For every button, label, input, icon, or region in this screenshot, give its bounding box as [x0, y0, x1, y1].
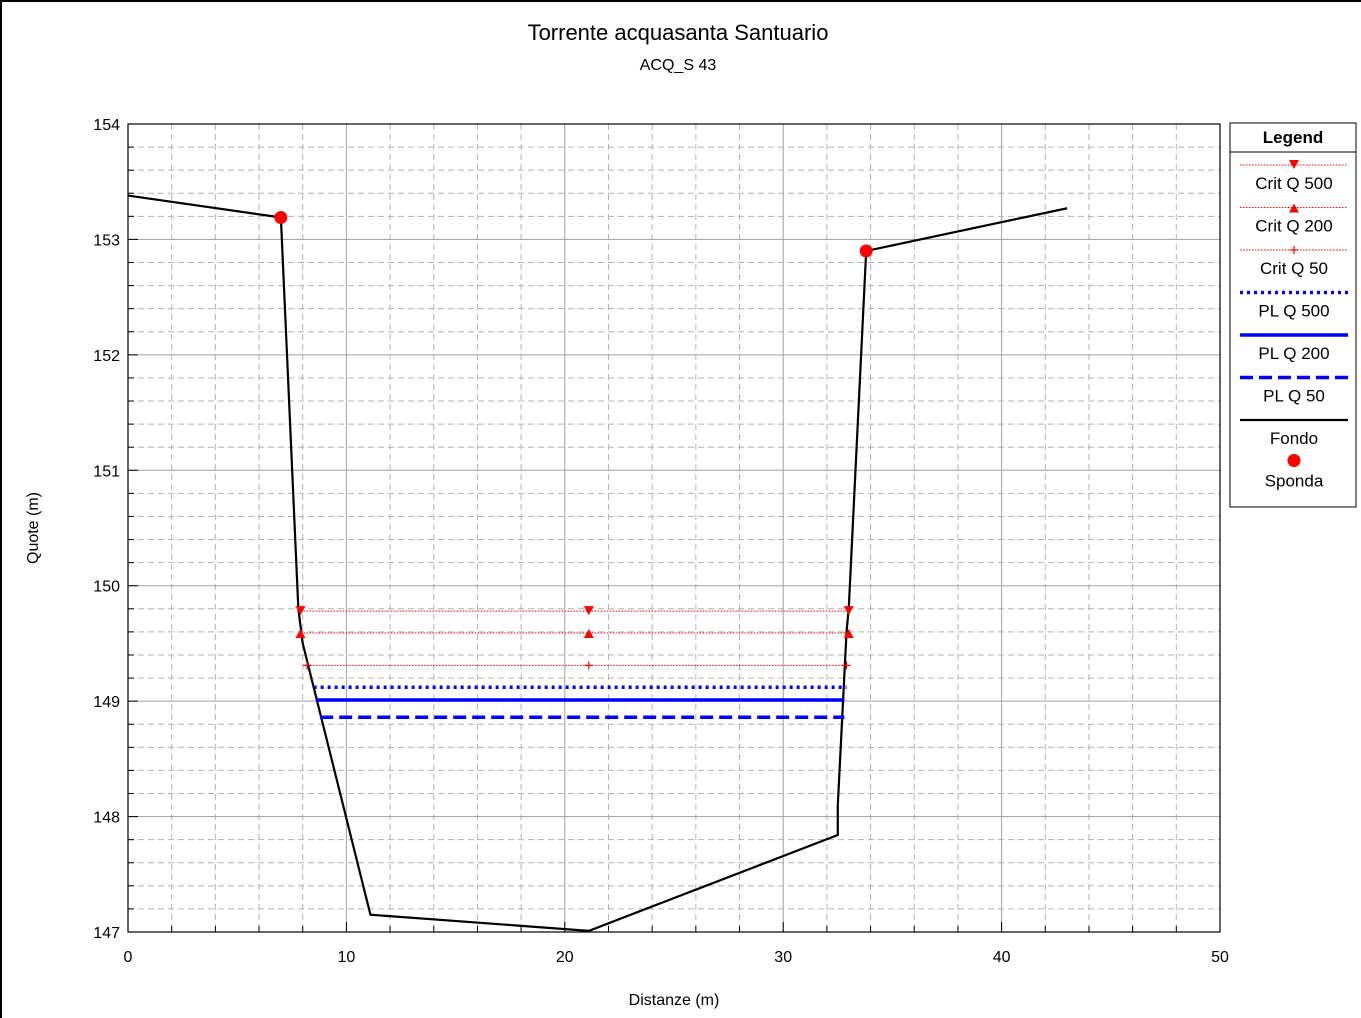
x-tick-label: 50 [1211, 949, 1229, 966]
y-tick-label: 148 [93, 810, 120, 827]
legend-label-sponda: Sponda [1265, 472, 1324, 491]
series-point-crit-q-200 [583, 629, 594, 639]
series-point-crit-q-200 [295, 629, 306, 639]
legend-marker-crit-q-500 [1289, 160, 1299, 169]
minor-gridlines [128, 124, 1220, 932]
y-tick-label: 153 [93, 232, 120, 249]
legend-label-crit-q-50: Crit Q 50 [1260, 259, 1328, 278]
axis-ticks [127, 123, 1221, 933]
legend-label-crit-q-500: Crit Q 500 [1255, 174, 1332, 193]
y-tick-label: 149 [93, 694, 120, 711]
legend-items: Crit Q 500 Crit Q 200 Crit Q 50 PL Q 500 PL … [1240, 160, 1348, 491]
legend-marker-sponda [1287, 454, 1301, 467]
y-tick-label: 147 [93, 925, 120, 942]
legend-marker-crit-q-50 [1290, 246, 1298, 254]
x-tick-label: 10 [338, 949, 356, 966]
x-tick-label: 40 [993, 949, 1011, 966]
series-point-crit-q-50 [842, 661, 851, 670]
x-tick-label: 30 [774, 949, 792, 966]
y-tick-label: 150 [93, 579, 120, 596]
y-tick-label: 152 [93, 348, 120, 365]
chart-title: Torrente acquasanta Santuario [528, 20, 829, 45]
x-tick-label: 0 [124, 949, 133, 966]
y-axis-label: Quote (m) [25, 492, 42, 564]
legend-marker-crit-q-200 [1289, 203, 1299, 213]
series-point-crit-q-500 [843, 606, 854, 616]
series-point-sponda [859, 244, 873, 258]
y-tick-label: 151 [93, 463, 120, 480]
major-gridlines [127, 123, 1221, 933]
plot-area [127, 123, 1221, 933]
legend-label-pl-q-500: PL Q 500 [1258, 302, 1329, 321]
x-tick-label: 20 [556, 949, 574, 966]
series-point-crit-q-500 [295, 606, 306, 616]
legend-label-pl-q-50: PL Q 50 [1263, 387, 1325, 406]
series-point-crit-q-50 [303, 661, 312, 670]
series-point-crit-q-200 [843, 629, 854, 639]
legend-label-pl-q-200: PL Q 200 [1258, 344, 1329, 363]
x-axis-label: Distanze (m) [629, 992, 720, 1009]
legend-title: Legend [1263, 128, 1323, 147]
series-point-crit-q-50 [584, 661, 593, 670]
legend-label-crit-q-200: Crit Q 200 [1255, 217, 1332, 236]
series-point-sponda [274, 210, 288, 224]
series-point-crit-q-500 [583, 606, 594, 616]
y-tick-label: 154 [93, 117, 120, 134]
legend: Legend Crit Q 500 Crit Q 200 Crit Q 50 PL Q… [1229, 122, 1357, 508]
legend-box [1229, 122, 1357, 508]
axis-tick-labels: 0 10 20 30 40 50 147 148 149 150 151 152 153 154 [93, 117, 1229, 966]
chart-subtitle: ACQ_S 43 [640, 57, 717, 74]
series-line-fondo [127, 194, 1068, 932]
legend-label-fondo: Fondo [1270, 429, 1318, 448]
series-layer [127, 194, 1068, 932]
